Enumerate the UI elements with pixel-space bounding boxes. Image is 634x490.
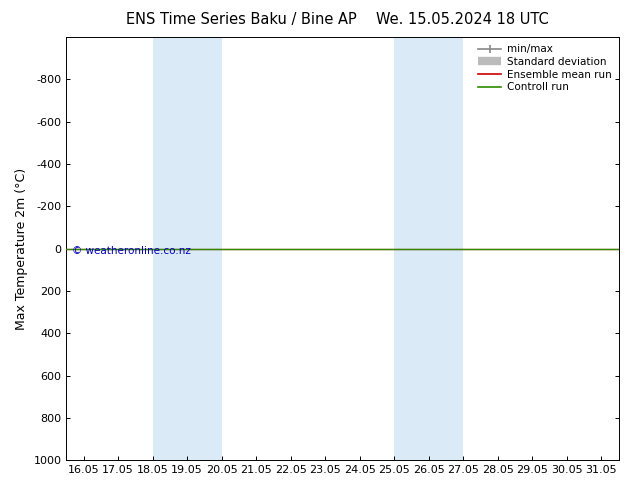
Bar [394,37,463,460]
Text: © weatheronline.co.nz: © weatheronline.co.nz [72,245,191,256]
Text: ENS Time Series Baku / Bine AP: ENS Time Series Baku / Bine AP [126,12,356,27]
Y-axis label: Max Temperature 2m (°C): Max Temperature 2m (°C) [15,168,28,330]
Text: We. 15.05.2024 18 UTC: We. 15.05.2024 18 UTC [377,12,549,27]
Bar [153,37,222,460]
Legend: min/max, Standard deviation, Ensemble mean run, Controll run: min/max, Standard deviation, Ensemble me… [476,42,613,94]
